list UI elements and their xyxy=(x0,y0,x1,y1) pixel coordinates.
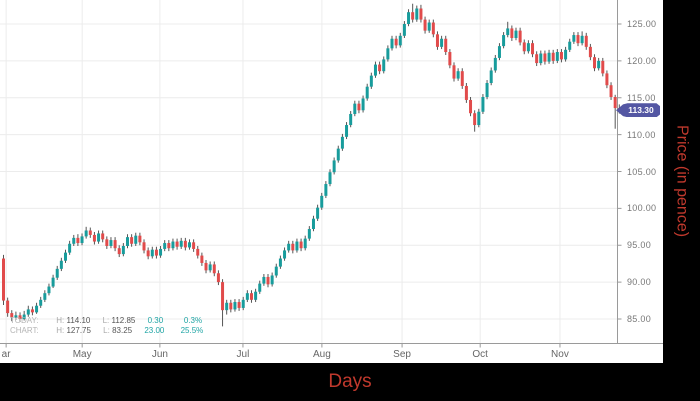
today-label: TODAY: xyxy=(10,316,39,325)
y-tick-label: 100.00 xyxy=(627,203,657,214)
x-tick-label: Oct xyxy=(472,349,488,360)
today-change-value: 0.30 xyxy=(147,316,164,325)
chart-label: CHART: xyxy=(10,326,39,335)
y-tick-label: 125.00 xyxy=(627,19,657,29)
y-axis-title-strip: Price (in pence) xyxy=(663,0,700,363)
x-tick-label: Sep xyxy=(393,349,411,360)
x-tick-label: May xyxy=(72,349,92,360)
x-tick-label: Jun xyxy=(151,349,168,360)
today-low-label: L: xyxy=(102,316,110,325)
chart-change-value: 23.00 xyxy=(144,326,165,335)
today-low-value: 112.85 xyxy=(111,316,136,325)
candlestick-plot[interactable] xyxy=(0,0,663,363)
x-tick-label: Aug xyxy=(312,349,331,360)
last-price-badge: 113.30 xyxy=(616,103,660,118)
chart-change-percent: 25.5% xyxy=(180,326,204,335)
chart-low-label: L: xyxy=(103,326,110,335)
info-row-chart: CHART: H: 127.75 L: 83.25 23.00 25.5% xyxy=(10,326,203,336)
y-tick-label: 115.00 xyxy=(627,92,656,103)
y-tick-label: 85.00 xyxy=(627,314,652,324)
y-tick-label: 90.00 xyxy=(627,277,652,288)
candlestick-chart-panel[interactable]: 125.00 120.00 115.00 110.00 105.00 100.00 95.0… xyxy=(0,0,663,363)
x-axis-title-strip: Days xyxy=(0,363,700,401)
today-high-label: H: xyxy=(56,316,65,325)
y-tick-label: 95.00 xyxy=(627,240,652,251)
chart-high-label: H: xyxy=(56,326,65,335)
y-tick-label: 110.00 xyxy=(627,129,656,140)
y-axis-title: Price (in pence) xyxy=(673,125,691,238)
y-tick-label: 105.00 xyxy=(627,166,657,177)
x-tick-label: Nov xyxy=(551,349,569,360)
chart-low-value: 83.25 xyxy=(112,326,133,335)
y-tick-label: 120.00 xyxy=(627,55,657,66)
today-high-value: 114.10 xyxy=(66,316,91,325)
x-tick-label: Jul xyxy=(236,349,250,360)
ohlc-info-box: TODAY: H: 114.10 L: 112.85 0.30 0.3% CHA… xyxy=(10,316,203,336)
chart-high-value: 127.75 xyxy=(66,326,91,335)
info-row-today: TODAY: H: 114.10 L: 112.85 0.30 0.3% xyxy=(10,316,203,326)
today-change-percent: 0.3% xyxy=(183,316,203,325)
x-axis-title: Days xyxy=(328,371,372,392)
x-tick-label: ar xyxy=(1,349,11,360)
